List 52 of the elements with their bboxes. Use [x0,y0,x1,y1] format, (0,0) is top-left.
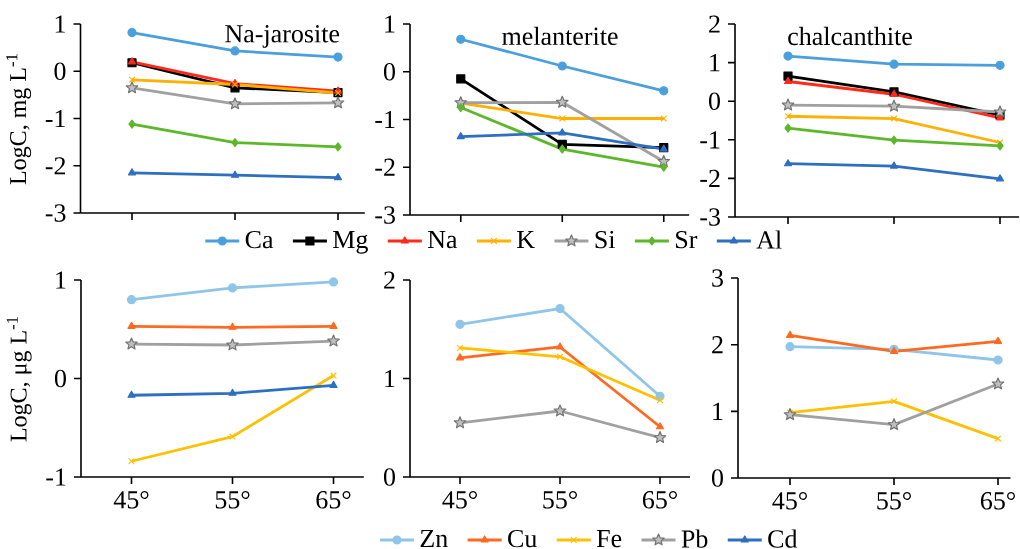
y-tick-label: -1 [375,110,395,129]
y-tick-label: 0 [383,468,395,486]
x-tick-label: 45° [772,492,807,510]
legend-label: Si [595,230,616,249]
chart-title: Na-jarosite [225,25,340,48]
y-tick-label: -3 [375,206,395,224]
y-tick-label: -1 [700,131,720,149]
legend-label: Ca [245,230,274,249]
y-tick-label: -3 [700,208,720,226]
y-axis-title: LogC, mg L$^{-1}$ [6,54,32,185]
y-tick-label: 0 [54,369,66,388]
legend-label: Cd [768,529,798,548]
y-tick-label: 3 [712,269,723,287]
x-tick-label: 45° [442,491,477,509]
chart-title: chalcanthite [788,26,912,46]
x-tick-label: 55° [877,492,911,510]
x-tick-label: 45° [113,491,149,509]
x-tick-label: 65° [980,492,1015,510]
y-tick-label: 0 [711,469,723,487]
y-tick-label: 2 [709,15,720,33]
y-tick-label: -1 [45,109,65,128]
legend-label: Cu [508,529,537,548]
legend-label: Zn [420,529,448,548]
y-tick-label: -3 [45,204,66,222]
x-tick-label: 55° [215,491,250,509]
legend-label: Pb [681,529,708,548]
y-tick-label: -2 [375,158,395,176]
x-tick-label: 65° [642,491,677,509]
legend-label: Sr [676,230,698,249]
legend-label: Al [756,230,782,249]
y-tick-label: -2 [45,157,66,175]
x-tick-label: 55° [543,491,577,509]
y-tick-label: 0 [54,62,66,81]
y-tick-label: 1 [56,271,66,289]
x-tick-label: 65° [316,491,351,509]
legend-label: K [517,230,535,248]
y-tick-label: 1 [713,402,723,420]
y-tick-label: 1 [710,54,720,72]
y-tick-label: 1 [55,15,65,33]
legend-label: Fe [596,529,622,548]
y-tick-label: 1 [385,369,395,388]
y-tick-label: 2 [712,336,723,354]
y-tick-label: -1 [46,468,66,486]
y-tick-label: 0 [383,62,395,81]
legend-label: Mg [333,230,368,254]
y-tick-label: 1 [385,15,395,33]
legend-label: Na [427,230,458,249]
y-axis-title: LogC, μg L$^{-1}$ [6,316,32,442]
y-tick-label: 2 [384,271,395,289]
y-tick-label: 0 [708,92,720,110]
y-tick-label: -2 [700,169,720,187]
chart-title: melanterite [502,26,618,46]
